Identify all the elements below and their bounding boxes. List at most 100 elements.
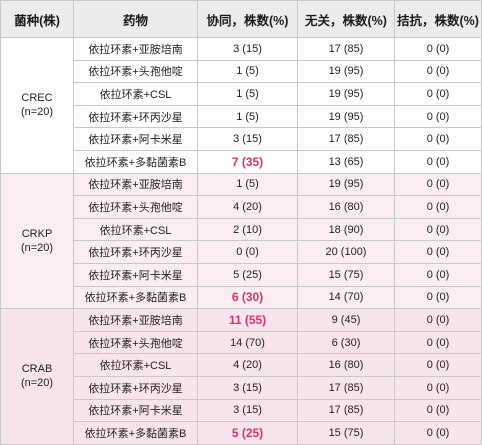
synergy-cell-highlighted: 11 (55) <box>197 308 298 332</box>
synergy-cell: 1 (5) <box>197 172 298 197</box>
table-row: 依拉环素+多黏菌素B 6 (30) 14 (70) 0 (0) <box>1 285 482 310</box>
synergy-cell: 3 (15) <box>197 375 298 400</box>
indifferent-cell: 16 (80) <box>297 195 395 219</box>
strain-name: CRAB <box>21 363 53 376</box>
synergy-cell: 3 (15) <box>197 37 298 61</box>
antagonism-cell: 0 (0) <box>394 375 482 400</box>
drug-cell: 依拉环素+阿卡米星 <box>73 398 198 423</box>
antagonism-cell: 0 (0) <box>394 149 482 174</box>
header-antagonism: 拮抗，株数(%) <box>394 0 482 38</box>
antagonism-cell: 0 (0) <box>394 59 482 84</box>
synergy-cell: 0 (0) <box>197 240 298 264</box>
antagonism-cell: 0 (0) <box>394 82 482 106</box>
antagonism-cell: 0 (0) <box>394 240 482 264</box>
drug-cell: 依拉环素+CSL <box>73 353 198 377</box>
table-row: 依拉环素+阿卡米星 3 (15) 17 (85) 0 (0) <box>1 127 482 151</box>
antagonism-cell: 0 (0) <box>394 262 482 287</box>
indifferent-cell: 17 (85) <box>297 398 395 423</box>
table-row: 依拉环素+CSL 1 (5) 19 (95) 0 (0) <box>1 82 482 106</box>
antagonism-cell: 0 (0) <box>394 353 482 377</box>
table-row: CRAB (n=20) 依拉环素+亚胺培南 11 (55) 9 (45) 0 (0) <box>0 308 482 445</box>
drug-cell: 依拉环素+环丙沙星 <box>73 375 198 400</box>
indifferent-cell: 17 (85) <box>297 375 395 400</box>
indifferent-cell: 19 (95) <box>297 82 395 106</box>
synergy-cell: 1 (5) <box>197 59 298 84</box>
drug-cell: 依拉环素+头孢他啶 <box>73 330 198 355</box>
indifferent-cell: 9 (45) <box>297 308 395 332</box>
indifferent-cell: 18 (90) <box>297 217 395 242</box>
drug-cell: 依拉环素+亚胺培南 <box>73 37 198 61</box>
header-synergy: 协同，株数(%) <box>197 0 298 38</box>
drug-cell: 依拉环素+多黏菌素B <box>73 285 198 310</box>
drug-cell: 依拉环素+阿卡米星 <box>73 262 198 287</box>
table-row: 依拉环素+头孢他啶 4 (20) 16 (80) 0 (0) <box>1 195 482 219</box>
synergy-cell: 3 (15) <box>197 398 298 423</box>
synergy-cell: 2 (10) <box>197 217 298 242</box>
antagonism-cell: 0 (0) <box>394 308 482 332</box>
indifferent-cell: 19 (95) <box>297 104 395 129</box>
header-drug: 药物 <box>73 0 198 38</box>
synergy-cell: 4 (20) <box>197 353 298 377</box>
drug-cell: 依拉环素+环丙沙星 <box>73 240 198 264</box>
strain-group-cell: CRKP (n=20) <box>0 172 74 310</box>
antagonism-cell: 0 (0) <box>394 172 482 197</box>
strain-count: (n=20) <box>20 241 54 254</box>
table-row: CRKP (n=20) 依拉环素+亚胺培南 1 (5) 19 (95) 0 (0) <box>0 172 482 310</box>
antagonism-cell: 0 (0) <box>394 217 482 242</box>
synergy-cell: 4 (20) <box>197 195 298 219</box>
indifferent-cell: 19 (95) <box>297 59 395 84</box>
strain-count: (n=20) <box>20 377 54 390</box>
antagonism-cell: 0 (0) <box>394 330 482 355</box>
indifferent-cell: 17 (85) <box>297 127 395 151</box>
drug-cell: 依拉环素+头孢他啶 <box>73 195 198 219</box>
drug-cell: 依拉环素+环丙沙星 <box>73 104 198 129</box>
synergy-cell-highlighted: 6 (30) <box>197 285 298 310</box>
table-row: 依拉环素+阿卡米星 5 (25) 15 (75) 0 (0) <box>1 262 482 287</box>
drug-cell: 依拉环素+多黏菌素B <box>73 149 198 174</box>
table-row: 依拉环素+环丙沙星 3 (15) 17 (85) 0 (0) <box>1 375 482 400</box>
synergy-cell: 14 (70) <box>197 330 298 355</box>
table-row: 依拉环素+CSL 2 (10) 18 (90) 0 (0) <box>1 217 482 242</box>
antagonism-cell: 0 (0) <box>394 398 482 423</box>
antagonism-cell: 0 (0) <box>394 195 482 219</box>
table-row: 依拉环素+头孢他啶 1 (5) 19 (95) 0 (0) <box>1 59 482 84</box>
indifferent-cell: 6 (30) <box>297 330 395 355</box>
drug-cell: 依拉环素+头孢他啶 <box>73 59 198 84</box>
drug-cell: 依拉环素+阿卡米星 <box>73 127 198 151</box>
synergy-cell: 3 (15) <box>197 127 298 151</box>
header-indifferent: 无关，株数(%) <box>297 0 395 38</box>
indifferent-cell: 19 (95) <box>297 172 395 197</box>
table-row: 依拉环素+头孢他啶 14 (70) 6 (30) 0 (0) <box>1 330 482 355</box>
table-row: 依拉环素+环丙沙星 1 (5) 19 (95) 0 (0) <box>1 104 482 129</box>
antagonism-cell: 0 (0) <box>394 104 482 129</box>
drug-cell: 依拉环素+亚胺培南 <box>73 308 198 332</box>
strain-name: CRKP <box>21 227 53 240</box>
synergy-cell: 5 (25) <box>197 262 298 287</box>
indifferent-cell: 15 (75) <box>297 262 395 287</box>
table-row: 依拉环素+CSL 4 (20) 16 (80) 0 (0) <box>1 353 482 377</box>
antagonism-cell: 0 (0) <box>394 37 482 61</box>
indifferent-cell: 13 (65) <box>297 149 395 174</box>
table-header: 菌种(株) 药物 协同，株数(%) 无关，株数(%) 拮抗，株数(%) <box>0 0 482 38</box>
table-body: CREC (n=20) 依拉环素+亚胺培南 3 (15) 17 (85) 0 (0) 依拉环… <box>0 37 482 445</box>
strain-name: CREC <box>21 92 53 105</box>
synergy-cell-highlighted: 7 (35) <box>197 149 298 174</box>
table-row: 依拉环素+阿卡米星 3 (15) 17 (85) 0 (0) <box>1 398 482 423</box>
table-row: 依拉环素+多黏菌素B 7 (35) 13 (65) 0 (0) <box>1 149 482 174</box>
header-row: 菌种(株) 药物 协同，株数(%) 无关，株数(%) 拮抗，株数(%) <box>0 0 482 38</box>
drug-cell: 依拉环素+亚胺培南 <box>73 172 198 197</box>
strain-group-cell: CREC (n=20) <box>0 37 74 174</box>
indifferent-cell: 17 (85) <box>297 37 395 61</box>
indifferent-cell: 20 (100) <box>297 240 395 264</box>
table-row: 依拉环素+环丙沙星 0 (0) 20 (100) 0 (0) <box>1 240 482 264</box>
antagonism-cell: 0 (0) <box>394 285 482 310</box>
drug-cell: 依拉环素+CSL <box>73 82 198 106</box>
indifferent-cell: 16 (80) <box>297 353 395 377</box>
header-strain: 菌种(株) <box>0 0 74 38</box>
synergy-cell: 1 (5) <box>197 104 298 129</box>
strain-group-cell: CRAB (n=20) <box>0 308 74 445</box>
table-row: CREC (n=20) 依拉环素+亚胺培南 3 (15) 17 (85) 0 (0) <box>0 37 482 174</box>
strain-count: (n=20) <box>20 106 54 119</box>
